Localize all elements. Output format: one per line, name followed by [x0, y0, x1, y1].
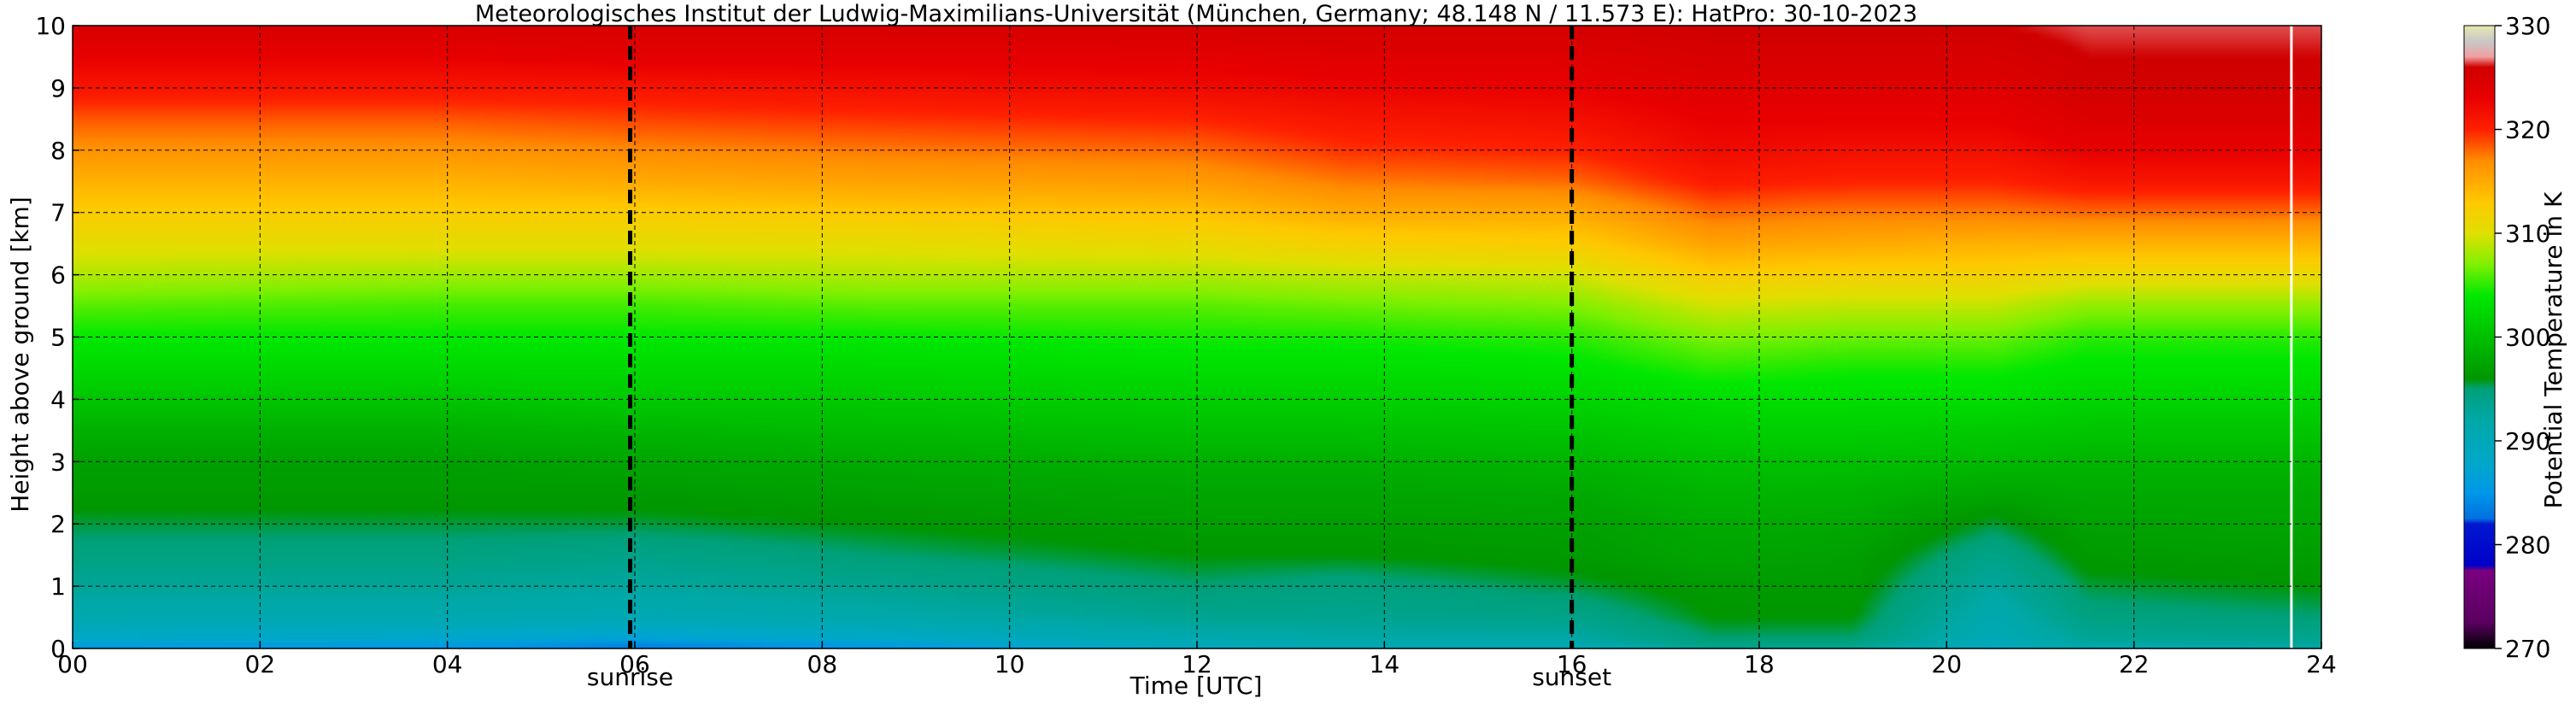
colorbar-tick-label: 320 [2505, 116, 2550, 144]
x-tick-label: 24 [2306, 650, 2337, 678]
colorbar-tick-label: 270 [2505, 635, 2550, 663]
plot-area: sunrise sunset [72, 25, 2322, 691]
colorbar-tick-label: 300 [2505, 324, 2550, 352]
event-markers: sunrise sunset [587, 26, 1611, 691]
y-tick-label: 9 [50, 74, 66, 103]
colorbar-label: Potential Temperature in K [2539, 191, 2567, 508]
y-tick-label: 10 [35, 12, 66, 40]
y-tick-label: 5 [50, 324, 66, 352]
x-tick-label: 16 [1557, 650, 1587, 678]
event-label-sunrise: sunrise [587, 663, 673, 691]
colorbar-ticks: 270 280 290 300 310 320 330 [2495, 12, 2550, 663]
y-tick-label: 4 [50, 385, 66, 414]
x-tick-label: 00 [57, 650, 88, 678]
colorbar-tick-label: 330 [2505, 12, 2550, 40]
colorbar-tick-label: 280 [2505, 531, 2550, 560]
colorbar-tick-label: 290 [2505, 427, 2550, 455]
event-label-sunset: sunset [1532, 663, 1611, 691]
colorbar: 270 280 290 300 310 320 330 [2463, 12, 2550, 663]
colorbar-gradient [2463, 25, 2496, 649]
y-axis: 0 1 2 3 4 5 6 7 8 9 10 [35, 12, 79, 663]
colorbar-tick-label: 310 [2505, 220, 2550, 248]
y-tick-label: 8 [50, 137, 66, 165]
y-tick-label: 7 [50, 199, 66, 227]
y-tick-label: 1 [50, 572, 66, 601]
y-tick-label: 2 [50, 510, 66, 538]
y-axis-label: Height above ground [km] [6, 197, 34, 513]
x-tick-label: 14 [1370, 650, 1400, 678]
x-tick-label: 02 [245, 650, 276, 678]
x-tick-label: 18 [1744, 650, 1775, 678]
x-tick-label: 10 [995, 650, 1025, 678]
x-tick-label: 04 [432, 650, 463, 678]
x-tick-label: 20 [1932, 650, 1963, 678]
x-tick-label: 12 [1182, 650, 1212, 678]
x-axis-label: Time [UTC] [1130, 672, 1263, 700]
y-tick-label: 3 [50, 448, 66, 476]
x-tick-label: 06 [619, 650, 650, 678]
y-tick-label: 6 [50, 261, 66, 290]
y-tick-label: 0 [50, 635, 66, 663]
x-tick-label: 22 [2119, 650, 2150, 678]
x-axis: 00 02 04 06 08 10 12 14 16 18 20 22 24 [57, 642, 2337, 678]
chart-title: Meteorologisches Institut der Ludwig-Max… [475, 1, 1917, 27]
x-tick-label: 08 [807, 650, 838, 678]
